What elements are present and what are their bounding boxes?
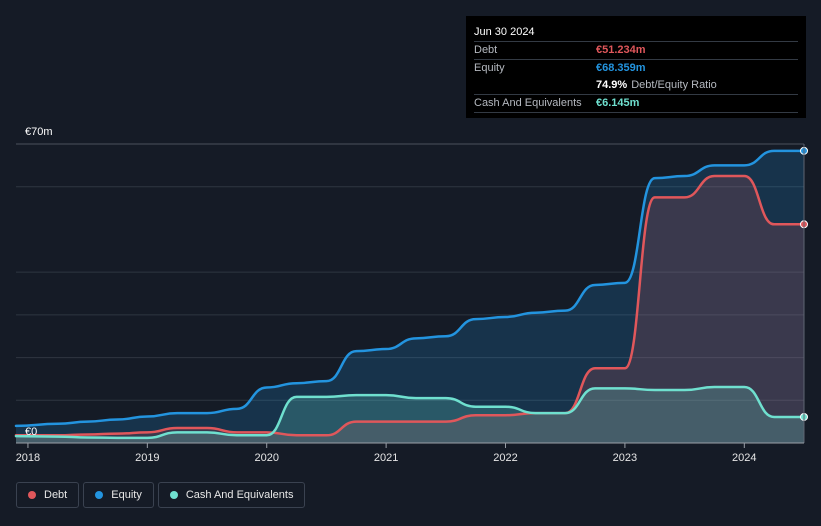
legend-item-debt[interactable]: Debt (16, 482, 80, 508)
tooltip-cash-row: Cash And Equivalents €6.145m (474, 94, 798, 113)
tooltip-equity-row: Equity €68.359m (474, 59, 798, 77)
debt-dot-icon (28, 491, 36, 499)
grid-lines (16, 143, 804, 401)
x-axis-ticks: 2018 2019 2020 2021 2022 2023 2024 (16, 443, 757, 464)
legend-item-cash[interactable]: Cash And Equivalents (157, 482, 306, 508)
x-tick-label: 2020 (254, 452, 278, 464)
tooltip-ratio-row: 74.9% Debt/Equity Ratio (474, 77, 798, 94)
tooltip-debt-value: €51.234m (596, 44, 646, 56)
legend-cash-label: Cash And Equivalents (185, 489, 294, 501)
x-tick-label: 2023 (613, 452, 637, 464)
series-lines (14, 149, 806, 440)
tooltip-equity-value: €68.359m (596, 62, 646, 74)
cash-dot-icon (169, 491, 178, 499)
legend: Debt Equity Cash And Equivalents (16, 482, 306, 510)
legend-debt-label: Debt (44, 489, 68, 501)
tooltip-equity-label: Equity (474, 62, 505, 74)
tooltip-date: Jun 30 2024 (474, 26, 535, 38)
legend-item-equity[interactable]: Equity (83, 482, 154, 508)
legend-equity-label: Equity (111, 489, 142, 501)
x-tick-label: 2024 (732, 452, 756, 464)
tooltip-ratio-value: 74.9% (596, 79, 628, 91)
x-tick-label: 2018 (16, 452, 40, 464)
x-tick-label: 2022 (493, 452, 517, 464)
equity-dot-icon (95, 491, 104, 499)
tooltip: Jun 30 2024 Debt €51.234m Equity €68.359… (466, 16, 806, 118)
tooltip-cash-label: Cash And Equivalents (474, 97, 582, 109)
tooltip-ratio-label: Debt/Equity Ratio (631, 79, 717, 91)
x-tick-label: 2019 (135, 452, 159, 464)
equity-line (14, 149, 806, 428)
equity-area (16, 150, 804, 443)
y-axis-bottom-label: €0 (25, 426, 37, 438)
cash-area (16, 387, 804, 443)
tooltip-debt-row: Debt €51.234m (474, 41, 798, 59)
x-tick-label: 2021 (374, 452, 398, 464)
debt-area (16, 176, 804, 444)
tooltip-debt-label: Debt (474, 44, 498, 56)
y-axis-top-label: €70m (25, 126, 53, 138)
tooltip-cash-value: €6.145m (596, 97, 640, 109)
cash-line (14, 385, 806, 440)
debt-line (14, 174, 806, 437)
series-areas (16, 150, 804, 444)
